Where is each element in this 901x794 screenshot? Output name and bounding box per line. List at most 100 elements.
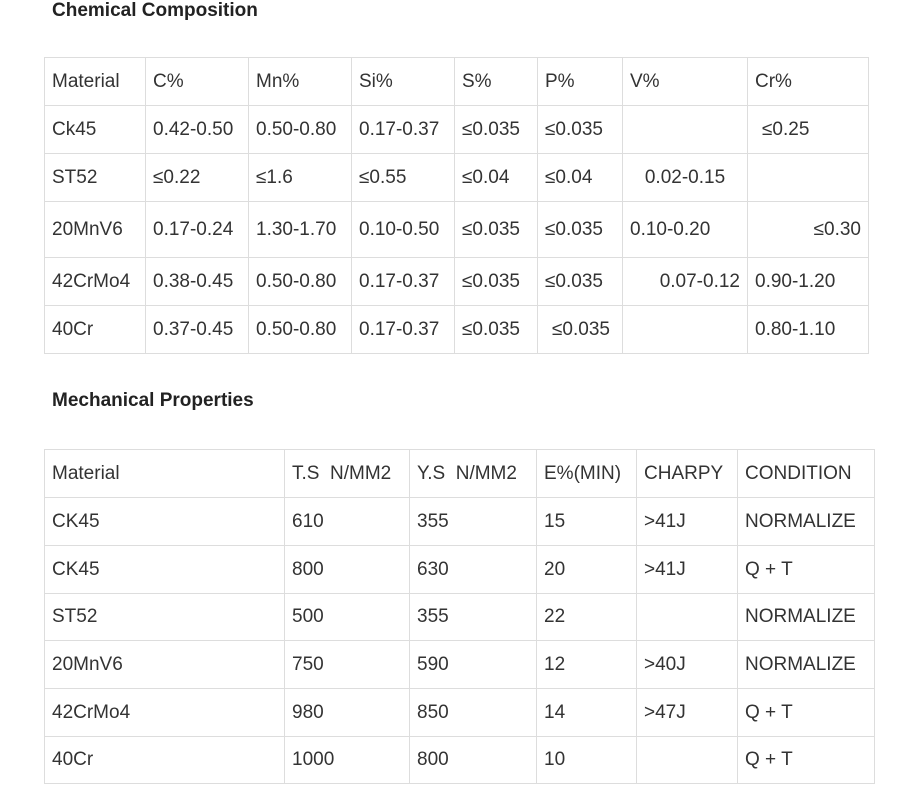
table-cell: ≤0.55 [351, 153, 455, 202]
table-cell: 0.90-1.20 [747, 257, 869, 306]
table-cell: ≤0.035 [537, 305, 623, 354]
table-cell: ≤0.035 [537, 105, 623, 154]
table-cell: 20MnV6 [44, 201, 146, 258]
table-cell: 0.50-0.80 [248, 257, 352, 306]
table-cell: ≤0.035 [454, 257, 538, 306]
table-cell: 0.50-0.80 [248, 305, 352, 354]
table-cell: >41J [636, 545, 738, 594]
composition-table: Material C% Mn% Si% S% P% V% Cr% Ck45 0.42-0.50 0.… [44, 57, 869, 354]
table-cell: >40J [636, 640, 738, 689]
table-cell: ≤0.04 [537, 153, 623, 202]
table-cell: 800 [284, 545, 410, 594]
table-row: CK45 800 630 20 >41J Q + T [44, 545, 875, 594]
table-cell: Q + T [737, 736, 875, 784]
table-row: ST52 ≤0.22 ≤1.6 ≤0.55 ≤0.04 ≤0.04 0.02-0.15 [44, 153, 869, 202]
table-row: 20MnV6 0.17-0.24 1.30-1.70 0.10-0.50 ≤0.035 ≤… [44, 201, 869, 258]
table-row: ST52 500 355 22 NORMALIZE [44, 593, 875, 641]
table-cell [636, 593, 738, 641]
table-cell: ≤0.035 [537, 257, 623, 306]
header-cell: E%(MIN) [536, 449, 637, 498]
header-cell: Mn% [248, 57, 352, 106]
header-row: Material C% Mn% Si% S% P% V% Cr% [44, 57, 869, 106]
header-cell: Material [44, 57, 146, 106]
table-cell: ≤0.035 [454, 305, 538, 354]
table-cell: ≤0.035 [454, 105, 538, 154]
header-cell: CHARPY [636, 449, 738, 498]
table-cell [622, 305, 748, 354]
table-cell: NORMALIZE [737, 640, 875, 689]
table-cell: ≤0.035 [537, 201, 623, 258]
header-cell: Y.S N/MM2 [409, 449, 537, 498]
table-cell: >47J [636, 688, 738, 737]
table-cell: 800 [409, 736, 537, 784]
table-cell: 22 [536, 593, 637, 641]
section-title: Mechanical Properties [52, 390, 254, 411]
table-cell: 0.37-0.45 [145, 305, 249, 354]
header-cell: Material [44, 449, 285, 498]
table-cell [747, 153, 869, 202]
table-cell: ≤0.30 [747, 201, 869, 258]
header-cell: T.S N/MM2 [284, 449, 410, 498]
table-cell: ST52 [44, 593, 285, 641]
header-row: Material T.S N/MM2 Y.S N/MM2 E%(MIN) CHARPY C… [44, 449, 875, 498]
table-cell: CK45 [44, 545, 285, 594]
table-cell: 1.30-1.70 [248, 201, 352, 258]
table-cell: NORMALIZE [737, 497, 875, 546]
table-cell: 850 [409, 688, 537, 737]
table-cell: 355 [409, 593, 537, 641]
table-cell: 0.17-0.37 [351, 257, 455, 306]
mechanical-table: Material T.S N/MM2 Y.S N/MM2 E%(MIN) CHARPY C… [44, 449, 875, 784]
table-cell: 40Cr [44, 305, 146, 354]
table-cell: 355 [409, 497, 537, 546]
table-row: Ck45 0.42-0.50 0.50-0.80 0.17-0.37 ≤0.035 ≤0.… [44, 105, 869, 154]
table-cell: 20MnV6 [44, 640, 285, 689]
table-cell: ≤1.6 [248, 153, 352, 202]
table-cell: ≤0.04 [454, 153, 538, 202]
table-cell: NORMALIZE [737, 593, 875, 641]
table-row: 20MnV6 750 590 12 >40J NORMALIZE [44, 640, 875, 689]
table-cell: >41J [636, 497, 738, 546]
table-cell [622, 105, 748, 154]
table-cell: 0.80-1.10 [747, 305, 869, 354]
table-cell: 500 [284, 593, 410, 641]
table-cell: 0.17-0.37 [351, 105, 455, 154]
table-row: 42CrMo4 0.38-0.45 0.50-0.80 0.17-0.37 ≤0.035… [44, 257, 869, 306]
table-cell: Ck45 [44, 105, 146, 154]
table-cell: CK45 [44, 497, 285, 546]
table-cell: 0.17-0.37 [351, 305, 455, 354]
table-cell: 0.02-0.15 [622, 153, 748, 202]
table-cell: 14 [536, 688, 637, 737]
table-cell: 0.50-0.80 [248, 105, 352, 154]
table-cell: 1000 [284, 736, 410, 784]
section-title: Chemical Composition [52, 0, 258, 21]
table-row: 42CrMo4 980 850 14 >47J Q + T [44, 688, 875, 737]
header-cell: CONDITION [737, 449, 875, 498]
table-cell: 750 [284, 640, 410, 689]
table-cell: ≤0.22 [145, 153, 249, 202]
table-cell: 10 [536, 736, 637, 784]
table-cell [636, 736, 738, 784]
table-cell: 980 [284, 688, 410, 737]
table-row: 40Cr 1000 800 10 Q + T [44, 736, 875, 784]
table-cell: 0.17-0.24 [145, 201, 249, 258]
header-cell: S% [454, 57, 538, 106]
header-cell: Si% [351, 57, 455, 106]
table-cell: 630 [409, 545, 537, 594]
table-row: CK45 610 355 15 >41J NORMALIZE [44, 497, 875, 546]
table-cell: 590 [409, 640, 537, 689]
table-cell: ST52 [44, 153, 146, 202]
table-cell: ≤0.25 [747, 105, 869, 154]
table-cell: Q + T [737, 688, 875, 737]
header-cell: V% [622, 57, 748, 106]
table-cell: 0.07-0.12 [622, 257, 748, 306]
table-cell: 610 [284, 497, 410, 546]
table-cell: 42CrMo4 [44, 257, 146, 306]
table-cell: 0.10-0.50 [351, 201, 455, 258]
header-cell: C% [145, 57, 249, 106]
header-cell: Cr% [747, 57, 869, 106]
header-cell: P% [537, 57, 623, 106]
table-cell: 0.42-0.50 [145, 105, 249, 154]
table-cell: 12 [536, 640, 637, 689]
table-cell: 15 [536, 497, 637, 546]
